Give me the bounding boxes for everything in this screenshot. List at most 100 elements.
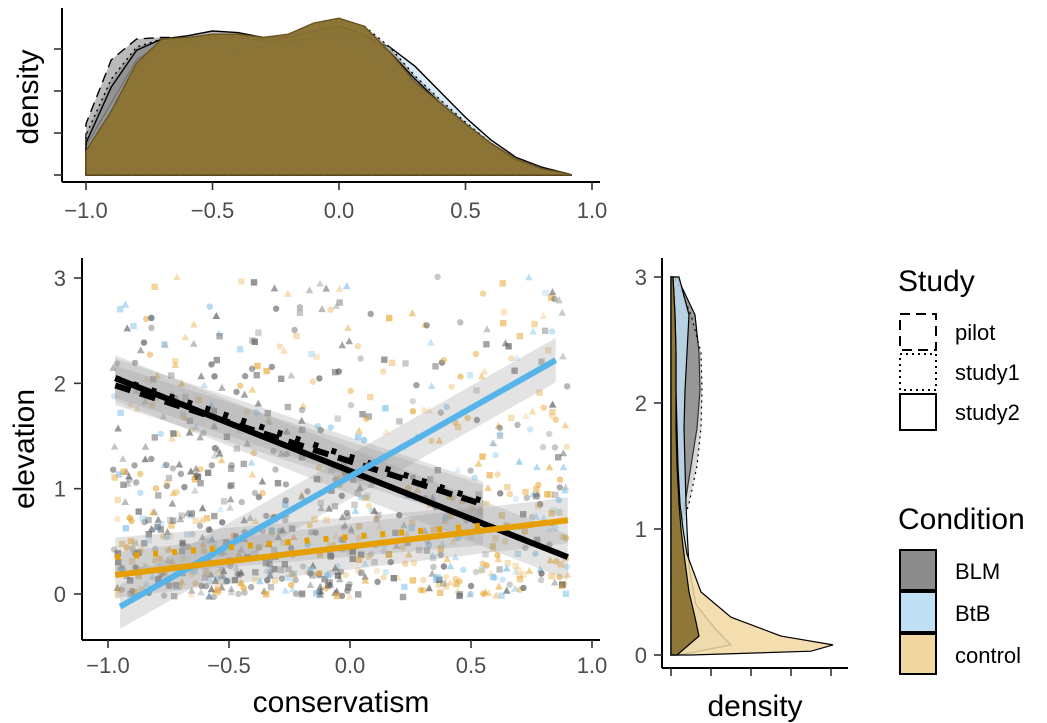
scatter-point: [558, 308, 566, 316]
scatter-point: [514, 550, 522, 557]
scatter-point: [181, 413, 189, 421]
scatter-point: [546, 556, 555, 564]
scatter-point: [405, 550, 413, 558]
scatter-point: [317, 504, 325, 512]
scatter-point: [515, 457, 523, 465]
scatter-point: [563, 563, 570, 571]
scatter-point: [361, 572, 369, 580]
top-density-areas: [85, 17, 573, 176]
scatter-point: [420, 407, 428, 414]
scatter-point: [218, 383, 226, 391]
scatter-point: [409, 519, 416, 526]
scatter-point: [404, 539, 411, 546]
scatter-point: [472, 350, 480, 358]
scatter-point: [434, 574, 441, 581]
scatter-point: [115, 559, 122, 566]
scatter-point: [145, 531, 152, 538]
scatter-point: [549, 408, 556, 416]
scatter-point: [425, 541, 433, 549]
scatter-point: [235, 427, 243, 435]
scatter-point: [263, 512, 270, 520]
scatter-point: [453, 580, 460, 588]
scatter-point: [506, 490, 513, 498]
scatter-point: [323, 517, 330, 524]
scatter-point: [478, 567, 485, 575]
scatter-point: [278, 375, 285, 382]
scatter-point: [154, 515, 163, 523]
scatter-point: [177, 470, 185, 478]
scatter-point: [458, 497, 466, 505]
scatter-point: [288, 581, 295, 589]
scatter-point: [135, 508, 142, 515]
scatter-point: [214, 586, 222, 593]
scatter-point: [316, 551, 324, 558]
scatter-point: [178, 577, 186, 585]
scatter-point: [415, 546, 423, 554]
top-x-tick-label: 1.0: [577, 198, 608, 223]
scatter-point: [533, 493, 540, 500]
scatter-point: [170, 430, 177, 437]
scatter-point: [321, 576, 328, 583]
scatter-point: [327, 424, 334, 431]
scatter-point: [413, 382, 420, 389]
scatter-point: [437, 551, 444, 558]
scatter-point: [151, 557, 159, 564]
scatter-point: [382, 427, 390, 435]
scatter-point: [561, 580, 568, 587]
scatter-point: [442, 583, 450, 590]
scatter-point: [374, 578, 381, 585]
scatter-point: [332, 532, 340, 539]
scatter-point: [129, 557, 136, 565]
scatter-point: [343, 282, 351, 290]
scatter-point: [324, 572, 331, 579]
scatter-point: [216, 333, 223, 340]
scatter-point: [305, 286, 314, 294]
scatter-point: [251, 489, 259, 497]
scatter-point: [373, 567, 381, 574]
scatter-point: [489, 439, 497, 446]
scatter-point: [365, 553, 372, 561]
scatter-point: [168, 557, 176, 565]
scatter-point: [423, 547, 431, 554]
scatter-point: [367, 310, 374, 318]
scatter-point: [171, 361, 180, 369]
scatter-point: [449, 538, 457, 546]
scatter-point: [327, 306, 334, 313]
scatter-point: [240, 460, 247, 468]
scatter-point: [145, 537, 153, 544]
scatter-point: [443, 403, 450, 411]
scatter-point: [237, 382, 244, 389]
scatter-point: [334, 572, 342, 579]
scatter-point: [557, 509, 564, 517]
scatter-point: [267, 583, 275, 591]
fit-line-control-study2: [114, 517, 569, 579]
scatter-point: [484, 589, 493, 597]
scatter-point: [500, 319, 507, 327]
scatter-point: [247, 458, 256, 466]
scatter-point: [219, 572, 228, 580]
scatter-point: [355, 534, 362, 542]
scatter-point: [380, 547, 387, 555]
scatter-point: [142, 374, 151, 382]
scatter-point: [228, 462, 235, 469]
scatter-point: [197, 372, 205, 380]
scatter-point: [114, 424, 122, 432]
legend-label-study2: study2: [955, 400, 1020, 425]
scatter-point: [252, 569, 259, 576]
scatter-point: [290, 570, 298, 578]
scatter-point: [428, 551, 437, 559]
scatter-point: [215, 449, 224, 457]
scatter-point: [551, 295, 558, 303]
scatter-point: [308, 350, 315, 358]
scatter-point: [325, 504, 333, 512]
scatter-point: [161, 341, 168, 348]
scatter-point: [114, 592, 122, 599]
scatter-point: [276, 343, 283, 350]
scatter-point: [288, 544, 295, 552]
scatter-point: [270, 284, 279, 292]
scatter-point: [218, 571, 226, 579]
scatter-point: [243, 408, 251, 415]
scatter-point: [287, 371, 296, 379]
scatter-point: [173, 273, 181, 281]
scatter-point: [338, 492, 345, 499]
